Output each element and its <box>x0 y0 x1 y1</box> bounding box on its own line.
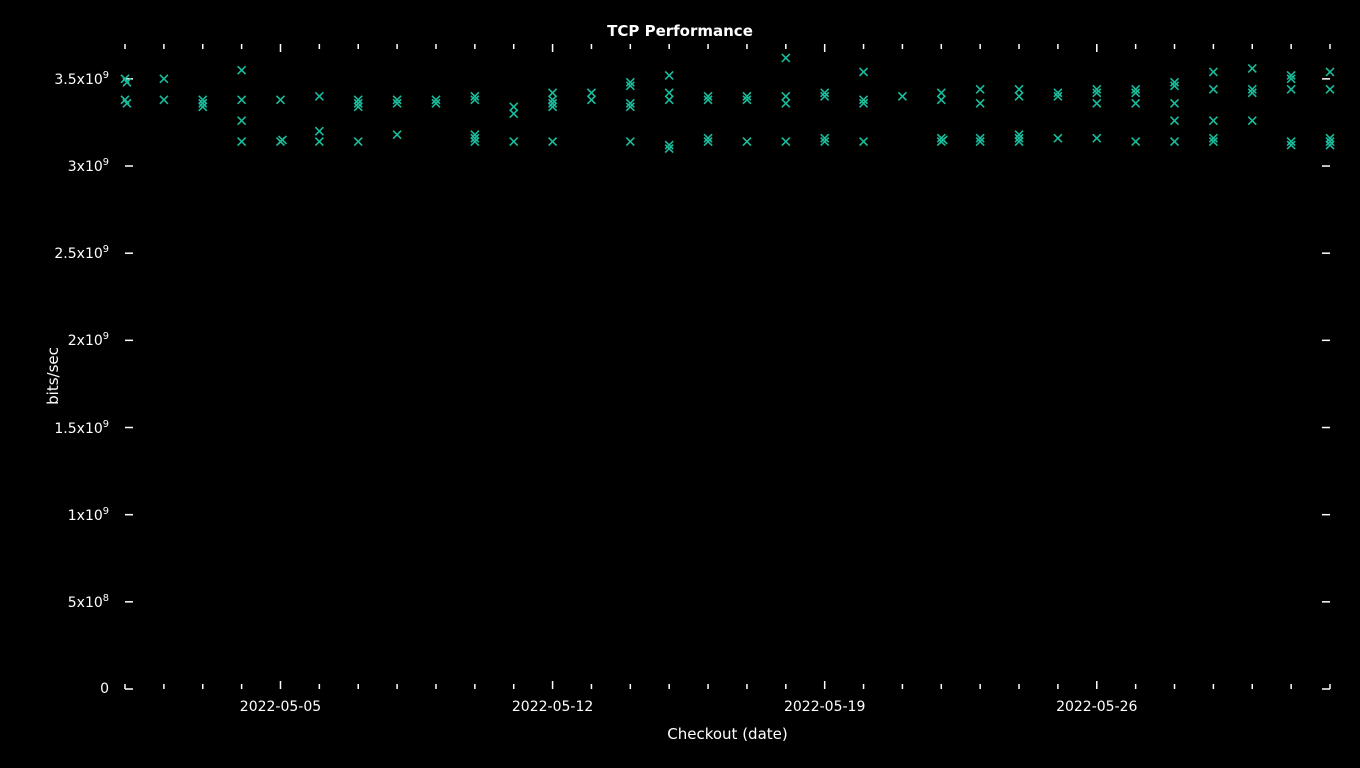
data-point <box>510 110 518 118</box>
data-point <box>238 96 246 104</box>
data-point <box>587 96 595 104</box>
y-tick-label: 0 <box>39 681 109 697</box>
data-point <box>1054 134 1062 142</box>
data-point <box>860 138 868 146</box>
data-point <box>1132 99 1140 107</box>
data-point <box>898 92 906 100</box>
data-point <box>393 131 401 139</box>
data-point <box>238 117 246 125</box>
data-point <box>1248 117 1256 125</box>
data-point <box>665 89 673 97</box>
data-point <box>315 138 323 146</box>
data-point <box>626 138 634 146</box>
y-tick-label: 1.5x109 <box>39 419 109 437</box>
data-point <box>782 54 790 62</box>
chart-root: TCP Performance bits/sec Checkout (date)… <box>0 0 1360 768</box>
x-tick-label: 2022-05-05 <box>240 699 321 715</box>
chart-title: TCP Performance <box>0 22 1360 40</box>
data-point <box>549 89 557 97</box>
y-tick-label: 2.5x109 <box>39 244 109 262</box>
data-point <box>860 68 868 76</box>
data-point <box>354 138 362 146</box>
data-point <box>1093 99 1101 107</box>
data-point <box>1326 85 1334 93</box>
data-point <box>123 99 131 107</box>
data-point <box>160 75 168 83</box>
y-tick-label: 5x108 <box>39 593 109 611</box>
data-point <box>937 89 945 97</box>
data-point <box>976 85 984 93</box>
data-point <box>315 127 323 135</box>
data-point <box>976 99 984 107</box>
data-point <box>1093 134 1101 142</box>
data-point <box>782 92 790 100</box>
data-point <box>510 138 518 146</box>
x-tick-label: 2022-05-19 <box>784 699 865 715</box>
data-point <box>587 89 595 97</box>
data-point <box>665 71 673 79</box>
y-tick-label: 3.5x109 <box>39 70 109 88</box>
data-point <box>238 138 246 146</box>
y-tick-label: 3x109 <box>39 157 109 175</box>
y-tick-label: 1x109 <box>39 506 109 524</box>
plot-area <box>125 44 1330 689</box>
data-point <box>238 66 246 74</box>
data-point <box>665 96 673 104</box>
y-tick-label: 2x109 <box>39 332 109 350</box>
data-point <box>276 96 284 104</box>
data-point <box>1015 85 1023 93</box>
data-point <box>782 99 790 107</box>
data-point <box>782 138 790 146</box>
data-point <box>1171 99 1179 107</box>
data-point <box>1209 68 1217 76</box>
data-point <box>1132 138 1140 146</box>
data-point <box>510 103 518 111</box>
data-point <box>1209 85 1217 93</box>
data-point <box>1209 117 1217 125</box>
y-axis-title: bits/sec <box>44 347 62 405</box>
data-point <box>1171 117 1179 125</box>
data-point <box>160 96 168 104</box>
data-point <box>1326 68 1334 76</box>
x-tick-label: 2022-05-12 <box>512 699 593 715</box>
data-point <box>1248 64 1256 72</box>
data-point <box>937 96 945 104</box>
data-point <box>315 92 323 100</box>
x-tick-label: 2022-05-26 <box>1056 699 1137 715</box>
data-point <box>1015 92 1023 100</box>
data-point <box>549 138 557 146</box>
data-point <box>1287 85 1295 93</box>
data-point <box>1171 138 1179 146</box>
x-axis-title: Checkout (date) <box>667 725 787 743</box>
data-point <box>743 138 751 146</box>
